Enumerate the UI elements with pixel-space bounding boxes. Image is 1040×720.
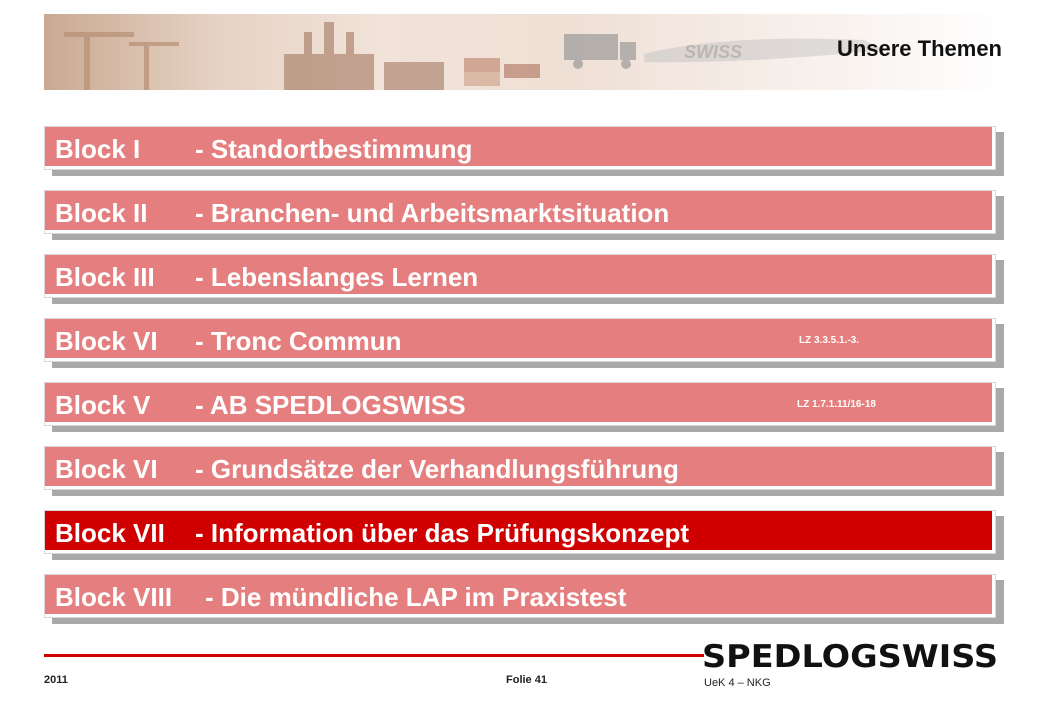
topic-block-frame xyxy=(45,511,995,553)
svg-text:SWISS: SWISS xyxy=(684,42,742,62)
topic-block-frame xyxy=(45,255,995,297)
footer-slide-number: Folie 41 xyxy=(506,674,547,686)
block-topic: - Lebenslanges Lernen xyxy=(195,262,479,292)
slide-title: Unsere Themen xyxy=(836,36,1002,61)
banner-illustration: SWISS xyxy=(64,22,884,90)
block-topic: - Grundsätze der Verhandlungsführung xyxy=(195,454,679,484)
topic-block-4: Block VI - Tronc Commun LZ 3.3.5.1.-3. xyxy=(44,318,996,362)
block-topic: - Die mündliche LAP im Praxistest xyxy=(205,582,627,612)
block-number: Block VI xyxy=(55,326,158,356)
block-number: Block VIII xyxy=(55,582,173,612)
block-topic: - Standortbestimmung xyxy=(195,134,473,164)
learning-goal-ref: LZ 3.3.5.1.-3. xyxy=(799,335,860,346)
topic-block-2: Block II - Branchen- und Arbeitsmarktsitu… xyxy=(44,190,996,234)
topic-block-label: Block I - Standortbestimmung xyxy=(55,134,472,165)
svg-text:SPEDLOGSWISS: SPEDLOGSWISS xyxy=(702,640,998,672)
footer-divider xyxy=(44,654,704,657)
block-topic: - Branchen- und Arbeitsmarktsituation xyxy=(195,198,670,228)
topic-block-5: Block V - AB SPEDLOGSWISS LZ 1.7.1.11/16-1… xyxy=(44,382,996,426)
topic-block-7: Block VII - Information über das Prüfungs… xyxy=(44,510,996,554)
topic-block-label: Block VI - Grundsätze der Verhandlungsfüh… xyxy=(55,454,679,485)
block-number: Block II xyxy=(55,198,148,228)
spedlogswiss-logo: SPEDLOGSWISS xyxy=(702,640,998,672)
header-banner: SWISS xyxy=(44,14,1006,90)
topic-block-1: Block I - Standortbestimmung xyxy=(44,126,996,170)
topic-block-label: Block VI - Tronc Commun xyxy=(55,326,402,357)
topic-block-frame xyxy=(45,575,995,617)
block-number: Block III xyxy=(55,262,155,292)
topic-block-8: Block VIII - Die mündliche LAP im Praxist… xyxy=(44,574,996,618)
topic-block-frame xyxy=(45,127,995,169)
topic-block-frame xyxy=(45,191,995,233)
topic-block-frame xyxy=(45,383,995,425)
topic-block-label: Block VII - Information über das Prüfungs… xyxy=(55,518,689,549)
block-topic: - Tronc Commun xyxy=(195,326,402,356)
topic-block-label: Block VIII - Die mündliche LAP im Praxist… xyxy=(55,582,626,613)
block-number: Block I xyxy=(55,134,141,164)
block-number: Block VI xyxy=(55,454,158,484)
footer-course: UeK 4 – NKG xyxy=(704,677,771,689)
block-number: Block V xyxy=(55,390,151,420)
footer-year: 2011 xyxy=(44,674,68,686)
block-topic: - AB SPEDLOGSWISS xyxy=(195,390,466,420)
topic-block-label: Block V - AB SPEDLOGSWISS xyxy=(55,390,466,421)
topic-block-3: Block III - Lebenslanges Lernen xyxy=(44,254,996,298)
topic-block-label: Block II - Branchen- und Arbeitsmarktsitu… xyxy=(55,198,669,229)
topic-block-6: Block VI - Grundsätze der Verhandlungsfüh… xyxy=(44,446,996,490)
topic-block-frame xyxy=(45,447,995,489)
topic-block-frame xyxy=(45,319,995,361)
block-topic: - Information über das Prüfungskonzept xyxy=(195,518,690,548)
topic-block-label: Block III - Lebenslanges Lernen xyxy=(55,262,478,293)
learning-goal-ref: LZ 1.7.1.11/16-18 xyxy=(797,399,876,410)
block-number: Block VII xyxy=(55,518,165,548)
